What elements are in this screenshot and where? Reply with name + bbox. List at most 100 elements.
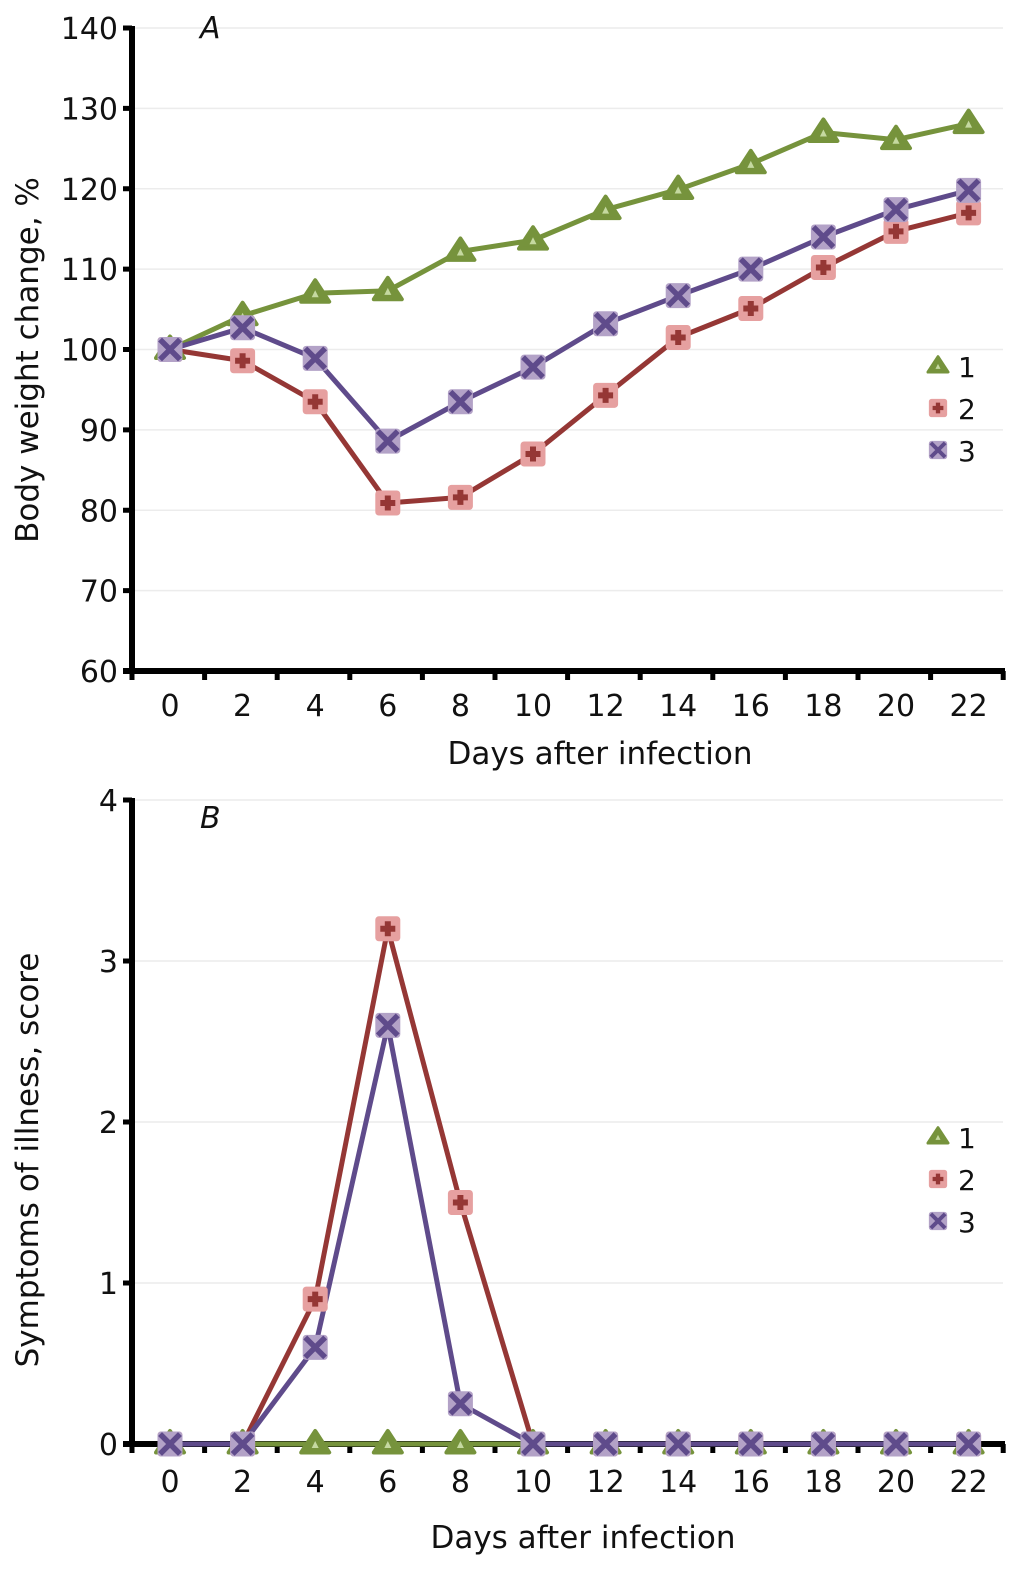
series-markers-1 (154, 108, 985, 360)
data-point (375, 916, 401, 942)
data-point (375, 428, 401, 454)
legend-item-1: 1 (926, 351, 976, 384)
series-lines (168, 121, 970, 506)
series-line-2 (170, 926, 969, 1447)
plus-glyph (670, 329, 686, 345)
x-glyph (884, 197, 908, 222)
x-tick-label: 2 (233, 689, 252, 724)
data-point (302, 1286, 328, 1312)
legend-item-3: 3 (928, 1206, 976, 1239)
y-tick-labels: 0 1 2 3 4 (99, 784, 118, 1463)
legend-item-3: 3 (928, 435, 976, 468)
data-point (520, 354, 546, 380)
x-glyph (158, 337, 182, 362)
data-point (299, 278, 332, 304)
data-point (447, 484, 473, 510)
panel-label: A (198, 11, 221, 46)
legend-label: 2 (958, 393, 976, 426)
plus-glyph (598, 387, 614, 403)
x-glyph (929, 441, 947, 459)
series-line-3 (169, 187, 970, 444)
triangle-marker-highlight (935, 363, 941, 369)
triangle-marker-highlight (529, 237, 537, 245)
data-point (738, 296, 764, 322)
x-tick-label: 10 (514, 689, 552, 724)
data-point (956, 200, 982, 226)
x-tick-label: 22 (950, 1465, 988, 1500)
gridlines (132, 27, 1003, 592)
x-tick-label: 0 (160, 1465, 179, 1500)
legend-label: 2 (958, 1164, 976, 1197)
plus-glyph (525, 446, 541, 462)
x-tick-labels: 0 2 4 6 8 10 12 14 16 18 20 22 (160, 689, 987, 724)
x-tick-label: 14 (659, 689, 697, 724)
plus-glyph (743, 301, 759, 317)
triangle-marker-highlight (602, 206, 610, 214)
plus-glyph (452, 489, 468, 505)
data-point (956, 177, 982, 203)
x-tick-label: 16 (732, 689, 770, 724)
x-glyph (375, 1013, 400, 1038)
y-tick-label: 90 (80, 414, 118, 449)
legend-item-1: 1 (926, 1122, 976, 1155)
data-point (952, 108, 985, 135)
triangle-marker-highlight (747, 160, 755, 168)
data-point (302, 345, 328, 371)
x-glyph (738, 257, 763, 282)
x-glyph (158, 1432, 182, 1456)
data-point (371, 1429, 404, 1455)
data-point (593, 382, 619, 408)
plus-glyph (235, 353, 251, 369)
data-point (230, 348, 256, 374)
y-tick-label: 0 (99, 1428, 118, 1463)
series-line-1 (168, 121, 970, 352)
triangle-marker-highlight (456, 1441, 464, 1448)
plus-glyph (888, 223, 904, 239)
triangle-marker-highlight (311, 290, 319, 298)
plus-glyph (932, 402, 944, 414)
y-tick-label: 4 (99, 784, 118, 819)
data-point (517, 225, 549, 251)
data-point (447, 389, 473, 415)
series-markers-3 (157, 1012, 982, 1457)
series-markers-3 (157, 177, 982, 454)
data-point (447, 1190, 473, 1215)
x-tick-label: 6 (378, 1465, 397, 1500)
data-point (810, 224, 836, 250)
triangle-marker-highlight (935, 1134, 941, 1140)
data-point (807, 117, 840, 143)
data-point (880, 124, 912, 151)
triangle-marker-highlight (384, 287, 392, 295)
data-point (230, 315, 256, 341)
legend-label: 3 (958, 1206, 976, 1239)
data-point (665, 1431, 691, 1457)
x-tick-label: 18 (804, 1465, 842, 1500)
data-point (302, 389, 328, 415)
data-point (883, 197, 909, 223)
x-tick-label: 18 (804, 689, 842, 724)
x-tick-label: 8 (451, 689, 470, 724)
triangle-marker-highlight (892, 136, 900, 144)
x-glyph (884, 1432, 908, 1456)
x-glyph (230, 315, 255, 340)
x-glyph (666, 283, 691, 308)
x-axis-title: Days after infection (430, 1520, 735, 1556)
data-point (810, 255, 836, 281)
plus-glyph (961, 205, 977, 221)
triangle-marker-highlight (965, 120, 973, 128)
data-point (593, 1431, 619, 1457)
x-glyph (521, 355, 545, 380)
data-point (444, 1429, 477, 1455)
x-tick-label: 16 (732, 1465, 770, 1500)
plus-glyph (815, 260, 831, 276)
x-glyph (230, 1432, 255, 1456)
x-tick-label: 20 (877, 689, 915, 724)
legend: 1 2 3 (926, 1122, 976, 1239)
data-point (883, 1431, 909, 1457)
series-line-2 (169, 210, 970, 506)
x-glyph (303, 346, 328, 371)
x-glyph (303, 1335, 328, 1360)
x-tick-label: 6 (378, 689, 397, 724)
